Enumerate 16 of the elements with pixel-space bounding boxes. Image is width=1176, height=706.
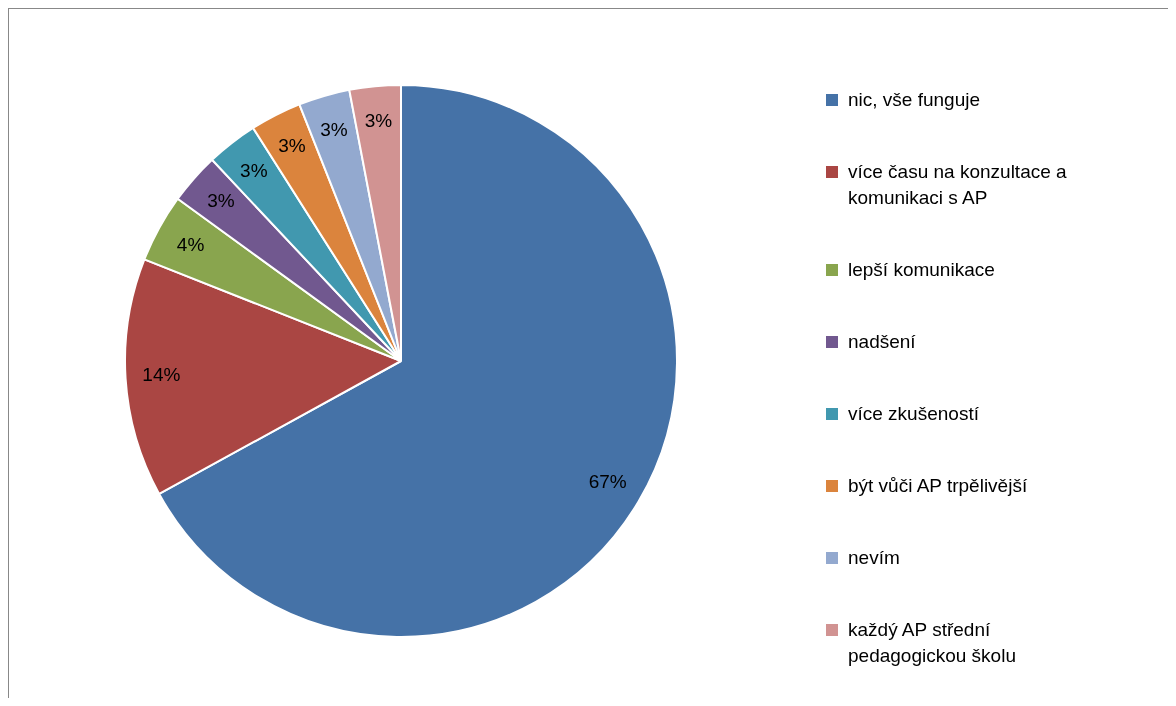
data-label: 3%: [320, 118, 348, 140]
legend-label: lepší komunikace: [848, 258, 996, 282]
legend-label: více času na konzultace a komunikaci s AP: [848, 160, 1068, 210]
legend-label: více zkušeností: [848, 402, 980, 426]
data-label: 3%: [207, 190, 235, 212]
legend-label: nevím: [848, 546, 901, 570]
data-label: 14%: [142, 364, 181, 386]
legend-label: každý AP střední pedagogickou školu: [848, 618, 1017, 668]
legend-label: být vůči AP trpělivější: [848, 474, 1029, 498]
data-label: 3%: [364, 110, 393, 132]
data-label: 4%: [176, 233, 205, 255]
legend-label: nic, vše funguje: [848, 88, 982, 112]
legend-label: nadšení: [848, 330, 917, 354]
data-label: 67%: [588, 471, 627, 493]
data-label: 3%: [278, 135, 306, 157]
data-label: 3%: [240, 159, 268, 181]
